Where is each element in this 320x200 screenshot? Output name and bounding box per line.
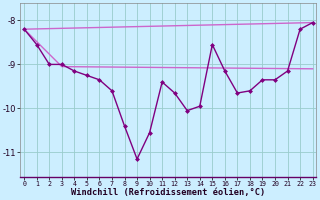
X-axis label: Windchill (Refroidissement éolien,°C): Windchill (Refroidissement éolien,°C) bbox=[71, 188, 266, 197]
